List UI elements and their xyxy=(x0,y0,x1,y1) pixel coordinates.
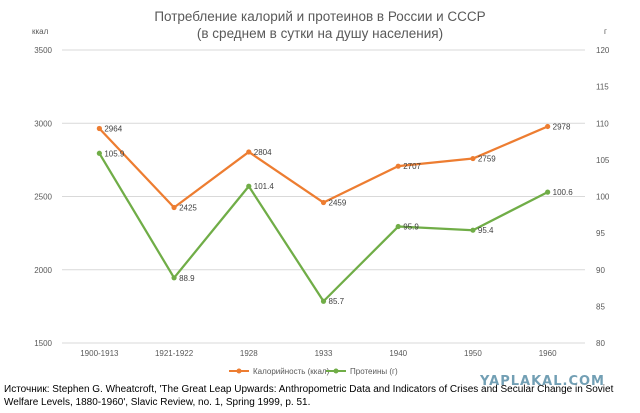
line-chart: 1500 2000 2500 3000 3500 ккал 80 85 90 95 100 105 1… xyxy=(32,27,610,376)
data-point xyxy=(395,163,401,169)
data-point xyxy=(470,227,476,233)
data-label: 100.6 xyxy=(553,188,574,197)
legend-marker xyxy=(333,368,339,374)
legend-label: Калорийность (ккал) xyxy=(253,367,330,376)
data-label: 2978 xyxy=(553,122,571,131)
data-label: 85.7 xyxy=(329,297,345,306)
x-tick-label: 1950 xyxy=(464,349,482,358)
chart-subtitle: (в среднем в сутки на душу населения) xyxy=(196,26,444,41)
data-point xyxy=(246,183,252,189)
y-right-tick-label: 100 xyxy=(596,193,610,202)
data-label: 101.4 xyxy=(254,182,275,191)
data-point xyxy=(395,223,401,230)
data-label: 2459 xyxy=(329,199,347,208)
y-right-tick-label: 120 xyxy=(596,46,610,55)
watermark: YAPLAKAL.COM xyxy=(480,374,605,389)
data-label: 105.9 xyxy=(104,149,125,158)
data-label: 2707 xyxy=(403,162,421,171)
data-point xyxy=(545,189,551,195)
y-right-tick-label: 85 xyxy=(596,302,605,311)
data-point xyxy=(246,149,252,155)
y-left-tick-label: 3500 xyxy=(34,46,52,55)
x-tick-label: 1940 xyxy=(389,349,407,358)
data-point xyxy=(320,199,327,206)
data-label: 95.4 xyxy=(478,226,494,235)
data-point xyxy=(320,298,327,304)
series-line xyxy=(98,125,549,209)
data-point xyxy=(545,123,551,130)
y-left-tick-label: 2500 xyxy=(34,193,52,202)
y-right-tick-label: 115 xyxy=(596,83,609,92)
source-citation: Источник: Stephen G. Wheatcroft, 'The Gr… xyxy=(4,384,614,408)
y-right-tick-label: 110 xyxy=(596,119,609,128)
legend-label: Протеины (г) xyxy=(350,367,398,376)
data-label: 2804 xyxy=(254,148,272,157)
data-point xyxy=(96,125,102,132)
y-right-tick-label: 80 xyxy=(596,339,605,348)
y-right-tick-label: 95 xyxy=(596,229,605,238)
data-label: 95.9 xyxy=(403,223,419,232)
y-left-tick-label: 2000 xyxy=(34,266,52,275)
y-left-unit-label: ккал xyxy=(32,27,49,36)
y-right-tick-label: 90 xyxy=(596,266,605,275)
legend-marker xyxy=(236,368,242,374)
y-right-unit-label: г xyxy=(604,27,607,36)
chart-title: Потребление калорий и протеинов в России… xyxy=(154,9,486,24)
data-label: 2759 xyxy=(478,155,496,164)
data-label: 2964 xyxy=(104,125,122,134)
data-point xyxy=(171,204,177,211)
x-tick-label: 1933 xyxy=(315,349,333,358)
data-label: 88.9 xyxy=(179,274,195,283)
x-tick-label: 1960 xyxy=(539,349,557,358)
y-left-tick-label: 1500 xyxy=(34,339,52,348)
x-tick-label: 1900-1913 xyxy=(80,349,119,358)
y-left-tick-label: 3000 xyxy=(34,119,52,128)
x-tick-label: 1928 xyxy=(240,349,258,358)
data-point xyxy=(470,155,476,162)
data-label: 2425 xyxy=(179,203,197,212)
data-point xyxy=(171,275,177,281)
y-right-tick-label: 105 xyxy=(596,156,610,165)
data-point xyxy=(96,150,102,156)
x-tick-label: 1921-1922 xyxy=(155,349,194,358)
